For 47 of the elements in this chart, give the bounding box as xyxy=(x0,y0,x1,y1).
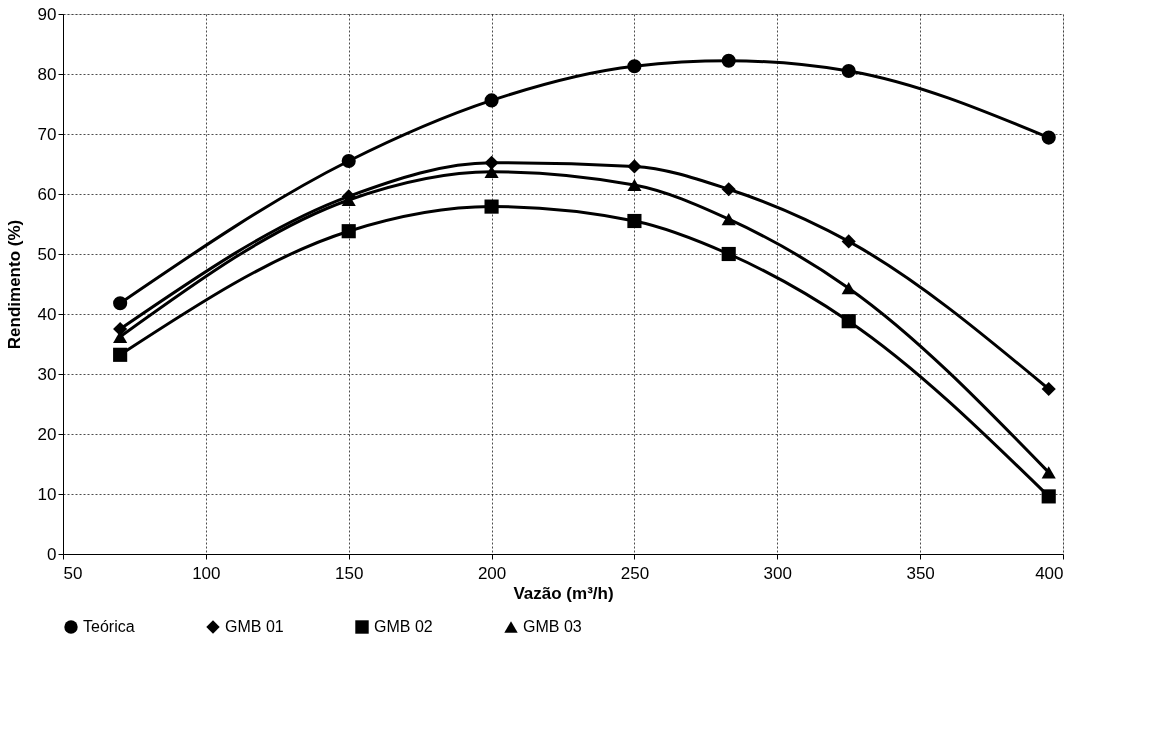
x-tick-label: 200 xyxy=(477,563,507,583)
x-tick-label: 250 xyxy=(620,563,650,583)
y-tick-label: 60 xyxy=(37,184,57,204)
y-tick-label: 90 xyxy=(37,4,57,24)
y-tick-label: 0 xyxy=(47,544,57,564)
point xyxy=(341,224,356,239)
x-tick-label: 300 xyxy=(763,563,792,583)
point xyxy=(841,234,856,249)
point xyxy=(484,155,499,170)
x-axis-title: Vazão (m³/h) xyxy=(513,583,614,603)
y-tick-label: 40 xyxy=(37,304,57,324)
point xyxy=(627,178,642,192)
point xyxy=(341,153,356,169)
point xyxy=(841,63,856,79)
point xyxy=(1041,489,1056,504)
point xyxy=(484,93,499,108)
point xyxy=(1041,130,1056,145)
y-tick-label: 70 xyxy=(37,124,57,144)
x-tick-label: 350 xyxy=(906,563,935,583)
legend-label: GMB 01 xyxy=(225,618,284,635)
point xyxy=(721,53,736,68)
x-tick-label: 150 xyxy=(335,563,364,583)
x-tick-label: 100 xyxy=(192,563,221,583)
y-tick-label: 30 xyxy=(37,364,57,384)
legend-label: GMB 02 xyxy=(374,618,433,635)
point xyxy=(721,213,736,226)
legend-label: Teórica xyxy=(83,618,135,635)
y-tick-label: 50 xyxy=(37,244,57,264)
point xyxy=(1041,466,1056,479)
y-tick-label: 10 xyxy=(37,484,57,504)
point xyxy=(721,182,736,197)
point xyxy=(484,199,499,214)
point xyxy=(627,213,642,229)
point xyxy=(627,159,642,174)
point xyxy=(841,314,856,329)
point xyxy=(721,246,736,262)
y-tick-label: 80 xyxy=(37,64,57,84)
point xyxy=(627,59,642,74)
y-tick-label: 20 xyxy=(37,424,57,444)
point xyxy=(1041,381,1056,397)
point xyxy=(113,296,128,311)
y-axis-title: Rendimento (%) xyxy=(4,219,24,350)
point xyxy=(113,347,128,362)
x-tick-label: 50 xyxy=(63,563,83,583)
x-tick-label: 400 xyxy=(1035,563,1064,583)
point xyxy=(841,282,856,295)
legend-label: GMB 03 xyxy=(523,618,582,635)
